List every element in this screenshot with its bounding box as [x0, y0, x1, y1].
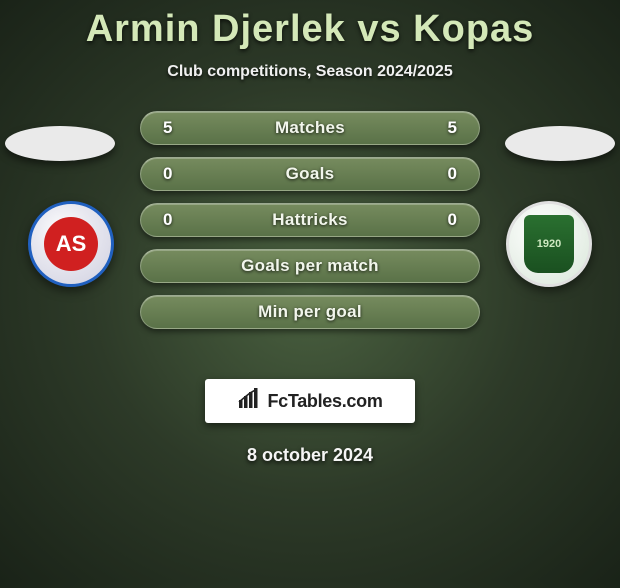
bar-chart-icon — [237, 388, 261, 415]
stat-row-matches: 5 Matches 5 — [140, 111, 480, 145]
right-team-badge: 1920 — [506, 201, 592, 287]
stat-label: Min per goal — [258, 302, 362, 322]
stat-label: Goals — [286, 164, 335, 184]
stat-left-value: 5 — [163, 118, 183, 138]
stat-row-min-per-goal: Min per goal — [140, 295, 480, 329]
left-team-badge-inner: AS — [44, 217, 98, 271]
left-shadow-ellipse — [5, 126, 115, 161]
stat-row-hattricks: 0 Hattricks 0 — [140, 203, 480, 237]
left-team-badge: AS — [28, 201, 114, 287]
stat-right-value: 0 — [437, 164, 457, 184]
page-title: Armin Djerlek vs Kopas — [0, 8, 620, 51]
stat-row-goals: 0 Goals 0 — [140, 157, 480, 191]
subtitle: Club competitions, Season 2024/2025 — [0, 63, 620, 81]
right-team-badge-inner: 1920 — [524, 215, 574, 273]
brand-badge: FcTables.com — [205, 379, 415, 423]
stat-label: Goals per match — [241, 256, 379, 276]
stat-right-value: 0 — [437, 210, 457, 230]
right-shadow-ellipse — [505, 126, 615, 161]
stat-row-goals-per-match: Goals per match — [140, 249, 480, 283]
stat-label: Hattricks — [272, 210, 347, 230]
stat-left-value: 0 — [163, 210, 183, 230]
stat-left-value: 0 — [163, 164, 183, 184]
brand-text: FcTables.com — [267, 391, 382, 412]
stats-column: 5 Matches 5 0 Goals 0 0 Hattricks 0 Goal… — [140, 111, 480, 341]
comparison-row: AS 1920 5 Matches 5 0 Goals 0 0 Hattrick… — [0, 111, 620, 361]
stat-right-value: 5 — [437, 118, 457, 138]
stat-label: Matches — [275, 118, 345, 138]
date-label: 8 october 2024 — [0, 445, 620, 466]
